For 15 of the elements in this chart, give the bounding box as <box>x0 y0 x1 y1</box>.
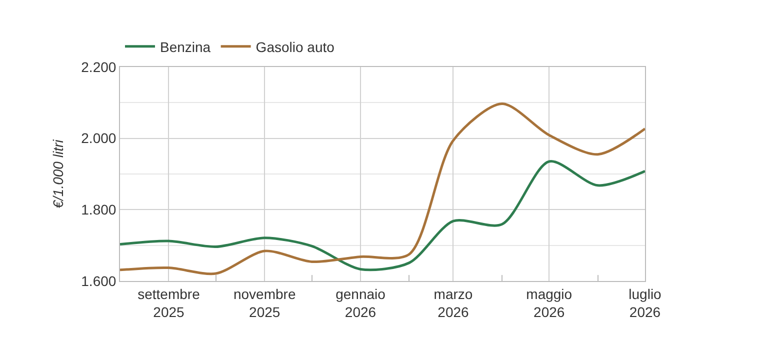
y-tick-label: 2.200 <box>81 58 116 75</box>
y-tick-label: 2.000 <box>81 130 116 146</box>
x-tick-label: gennaio 2026 <box>336 286 386 320</box>
line-series <box>120 102 645 275</box>
x-tick-label: marzo 2026 <box>434 286 473 320</box>
x-tick-label: maggio 2026 <box>526 286 572 320</box>
legend-label: Gasolio auto <box>256 38 335 55</box>
y-axis-title: €/1.000 litri <box>50 138 66 208</box>
x-tick-label: settembre 2025 <box>138 286 200 320</box>
y-tick-label: 1.600 <box>81 272 116 289</box>
legend-label: Benzina <box>160 38 211 55</box>
y-tick-label: 1.800 <box>81 202 116 218</box>
x-tick-label: luglio 2026 <box>628 286 662 320</box>
line-series <box>120 160 645 272</box>
x-tick-label: novembre 2025 <box>233 286 296 320</box>
